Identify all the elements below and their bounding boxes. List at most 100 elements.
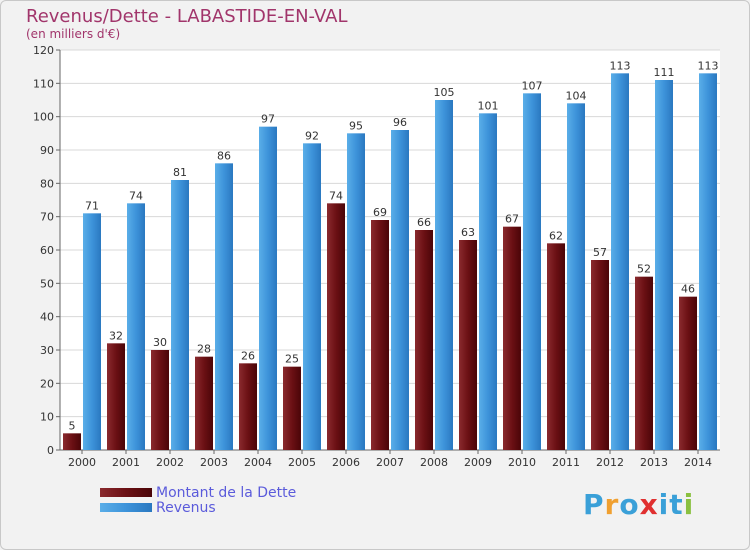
data-label-dette: 57 xyxy=(593,246,607,259)
data-label-revenus: 74 xyxy=(129,189,143,202)
proxiti-logo: Proxiti xyxy=(583,488,694,521)
data-label-dette: 30 xyxy=(153,336,167,349)
x-tick-label: 2005 xyxy=(288,456,316,469)
data-label-dette: 46 xyxy=(681,283,695,296)
data-label-dette: 25 xyxy=(285,353,299,366)
data-label-dette: 66 xyxy=(417,216,431,229)
data-label-revenus: 113 xyxy=(698,59,719,72)
bar-revenus xyxy=(479,113,497,450)
x-tick-label: 2004 xyxy=(244,456,272,469)
logo-letter: r xyxy=(604,488,620,521)
bar-revenus xyxy=(83,213,101,450)
x-tick-label: 2002 xyxy=(156,456,184,469)
data-label-revenus: 71 xyxy=(85,199,99,212)
bar-revenus xyxy=(523,93,541,450)
bar-revenus xyxy=(435,100,453,450)
bar-dette xyxy=(63,433,81,450)
data-label-revenus: 97 xyxy=(261,113,275,126)
x-tick-label: 2006 xyxy=(332,456,360,469)
bar-dette xyxy=(459,240,477,450)
bar-dette xyxy=(547,243,565,450)
y-tick-label: 120 xyxy=(33,44,54,57)
x-tick-label: 2012 xyxy=(596,456,624,469)
legend-swatch-dette xyxy=(100,488,152,497)
x-tick-label: 2011 xyxy=(552,456,580,469)
data-label-revenus: 113 xyxy=(610,59,631,72)
bar-dette xyxy=(283,366,301,450)
data-label-dette: 67 xyxy=(505,213,519,226)
bar-dette xyxy=(151,350,169,450)
bar-revenus xyxy=(259,126,277,451)
data-label-dette: 74 xyxy=(329,189,343,202)
bar-revenus xyxy=(699,73,717,450)
bar-dette xyxy=(327,203,345,450)
logo-letter: P xyxy=(583,488,605,521)
data-label-revenus: 81 xyxy=(173,166,187,179)
data-label-dette: 28 xyxy=(197,343,211,356)
x-tick-label: 2013 xyxy=(640,456,668,469)
bar-dette xyxy=(679,296,697,450)
data-label-dette: 26 xyxy=(241,349,255,362)
logo-letter: o xyxy=(619,488,640,521)
chart-title: Revenus/Dette - LABASTIDE-EN-VAL xyxy=(26,6,348,27)
bar-revenus xyxy=(215,163,233,451)
data-label-revenus: 105 xyxy=(434,86,455,99)
data-label-revenus: 111 xyxy=(654,66,675,79)
y-tick-label: 50 xyxy=(40,277,54,290)
bar-revenus xyxy=(611,73,629,450)
bar-revenus xyxy=(347,133,365,451)
bar-revenus xyxy=(391,130,409,450)
y-tick-label: 40 xyxy=(40,311,54,324)
x-tick-label: 2010 xyxy=(508,456,536,469)
x-tick-label: 2009 xyxy=(464,456,492,469)
y-tick-label: 30 xyxy=(40,344,54,357)
x-tick-label: 2008 xyxy=(420,456,448,469)
x-tick-label: 2001 xyxy=(112,456,140,469)
y-tick-label: 90 xyxy=(40,144,54,157)
data-label-dette: 5 xyxy=(69,419,76,432)
bar-revenus xyxy=(127,203,145,450)
bar-revenus xyxy=(171,180,189,450)
legend-label-dette: Montant de la Dette xyxy=(156,485,297,501)
bar-revenus xyxy=(655,80,673,450)
y-tick-label: 100 xyxy=(33,111,54,124)
bar-dette xyxy=(107,343,125,450)
x-tick-label: 2014 xyxy=(684,456,712,469)
x-tick-label: 2007 xyxy=(376,456,404,469)
data-label-revenus: 96 xyxy=(393,116,407,129)
legend-label-revenus: Revenus xyxy=(156,500,216,516)
data-label-dette: 52 xyxy=(637,263,651,276)
bar-revenus xyxy=(303,143,321,451)
logo-letter: x xyxy=(639,488,659,521)
data-label-revenus: 107 xyxy=(522,79,543,92)
y-tick-label: 80 xyxy=(40,177,54,190)
chart-subtitle: (en milliers d'€) xyxy=(26,27,121,41)
data-label-revenus: 86 xyxy=(217,149,231,162)
bar-dette xyxy=(195,356,213,450)
data-label-dette: 63 xyxy=(461,226,475,239)
logo-letter: i xyxy=(658,488,670,521)
x-tick-label: 2000 xyxy=(68,456,96,469)
bar-dette xyxy=(635,276,653,450)
logo-letter: t xyxy=(669,488,684,521)
data-label-revenus: 101 xyxy=(478,99,499,112)
bar-dette xyxy=(371,220,389,450)
y-tick-label: 70 xyxy=(40,211,54,224)
y-tick-label: 20 xyxy=(40,377,54,390)
data-label-revenus: 95 xyxy=(349,119,363,132)
data-label-dette: 69 xyxy=(373,206,387,219)
bar-revenus xyxy=(567,103,585,450)
x-tick-label: 2003 xyxy=(200,456,228,469)
data-label-revenus: 104 xyxy=(566,89,587,102)
logo-letter: i xyxy=(683,488,695,521)
bar-dette xyxy=(591,260,609,450)
data-label-dette: 32 xyxy=(109,329,123,342)
bar-dette xyxy=(415,230,433,450)
legend-swatch-revenus xyxy=(100,503,152,512)
y-tick-label: 0 xyxy=(47,444,54,457)
y-tick-label: 10 xyxy=(40,411,54,424)
data-label-dette: 62 xyxy=(549,229,563,242)
y-tick-label: 110 xyxy=(33,77,54,90)
y-tick-label: 60 xyxy=(40,244,54,257)
